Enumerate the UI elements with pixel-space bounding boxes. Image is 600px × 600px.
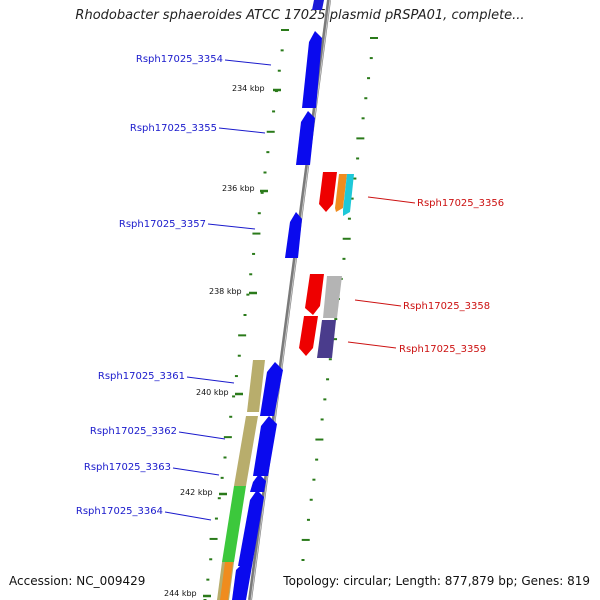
topology-info: Topology: circular; Length: 877,879 bp; …: [283, 574, 590, 588]
gene-arrow-3362[interactable]: [253, 416, 277, 476]
feature-bar-orange: [220, 562, 233, 600]
accession-label: Accession:: [9, 574, 73, 588]
kbp-label-234: 234 kbp: [232, 84, 265, 93]
kbp-label-244: 244 kbp: [164, 589, 197, 598]
gene-label-3355[interactable]: Rsph17025_3355: [130, 123, 217, 134]
gene-arrow-3356[interactable]: [319, 172, 337, 212]
gene-label-3364[interactable]: Rsph17025_3364: [76, 506, 163, 517]
gene-arrow-bottom[interactable]: [232, 560, 252, 600]
gene-arrow-3355[interactable]: [296, 111, 315, 165]
gene-label-3363[interactable]: Rsph17025_3363: [84, 462, 171, 473]
gene-arrow-3358[interactable]: [305, 274, 324, 315]
feature-bars: [217, 360, 265, 600]
feature-bar-khaki-2: [234, 416, 258, 486]
accession-value: NC_009429: [76, 574, 146, 588]
gene-label-3359[interactable]: Rsph17025_3359: [399, 344, 486, 355]
kbp-label-242: 242 kbp: [180, 488, 213, 497]
gene-arrow-3358b[interactable]: [299, 316, 318, 356]
gene-arrow-3361[interactable]: [260, 362, 283, 416]
map-title: Rhodobacter sphaeroides ATCC 17025 plasm…: [75, 8, 525, 23]
gene-arrow-3359[interactable]: [317, 320, 336, 358]
gene-arrow-top[interactable]: [312, 0, 324, 10]
gene-label-3358[interactable]: Rsph17025_3358: [403, 301, 490, 312]
gene-label-3356[interactable]: Rsph17025_3356: [417, 198, 504, 209]
feature-bar-green: [222, 486, 246, 562]
forward-genes: [232, 0, 324, 600]
kbp-scale: 234 kbp 236 kbp 238 kbp 240 kbp 242 kbp …: [164, 84, 281, 598]
gene-label-3361[interactable]: Rsph17025_3361: [98, 371, 185, 382]
inner-dotted-track: [203, 29, 289, 600]
accession: Accession: NC_009429: [9, 574, 145, 588]
gene-arrow-cyan[interactable]: [343, 174, 354, 216]
gene-arrow-3357[interactable]: [285, 212, 302, 258]
gene-arrow-3364[interactable]: [238, 490, 264, 566]
reverse-genes: [299, 172, 354, 358]
gene-arrow-3354[interactable]: [302, 31, 322, 108]
gene-arrow-grey[interactable]: [323, 276, 342, 318]
forward-gene-labels: Rsph17025_3354 Rsph17025_3355 Rsph17025_…: [76, 54, 272, 521]
feature-bar-khaki: [247, 360, 265, 412]
gene-arrow-3363[interactable]: [250, 474, 266, 492]
gene-label-3362[interactable]: Rsph17025_3362: [90, 426, 177, 437]
gene-label-3354[interactable]: Rsph17025_3354: [136, 54, 223, 65]
gene-label-3357[interactable]: Rsph17025_3357: [119, 219, 206, 230]
kbp-label-238: 238 kbp: [209, 287, 242, 296]
gene-arrow-orange[interactable]: [335, 174, 347, 212]
kbp-label-236: 236 kbp: [222, 184, 255, 193]
kbp-label-240: 240 kbp: [196, 388, 229, 397]
reverse-gene-labels: Rsph17025_3356 Rsph17025_3358 Rsph17025_…: [347, 196, 504, 355]
